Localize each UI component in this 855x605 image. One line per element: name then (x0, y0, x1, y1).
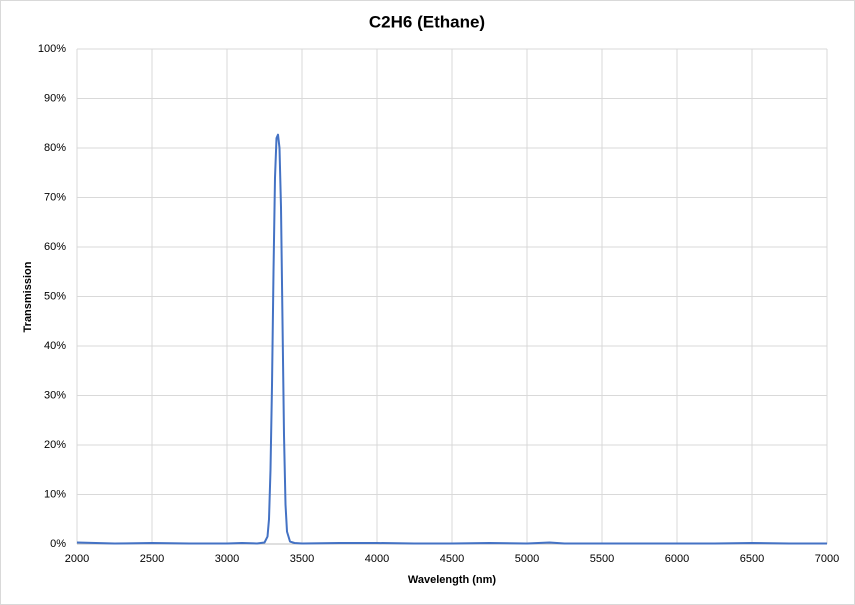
x-tick-label: 4000 (365, 553, 389, 565)
chart-title: C2H6 (Ethane) (369, 12, 485, 31)
y-tick-label: 20% (44, 439, 66, 451)
x-tick-label: 2500 (140, 553, 164, 565)
data-line (76, 133, 827, 545)
y-tick-label: 100% (38, 43, 66, 55)
x-tick-label: 2000 (65, 553, 89, 565)
y-tick-label: 40% (44, 340, 66, 352)
y-tick-label: 0% (50, 538, 66, 550)
x-tick-label: 6500 (740, 553, 764, 565)
y-tick-label: 60% (44, 241, 66, 253)
x-tick-label: 4500 (440, 553, 464, 565)
x-tick-label: 3500 (290, 553, 314, 565)
x-tick-label: 7000 (815, 553, 839, 565)
y-axis-title: Transmission (22, 261, 34, 332)
y-tick-label: 70% (44, 191, 66, 203)
y-tick-label: 80% (44, 142, 66, 154)
y-tick-label: 10% (44, 488, 66, 500)
y-tick-label: 50% (44, 290, 66, 302)
x-tick-label: 5000 (515, 553, 539, 565)
y-tick-label: 30% (44, 389, 66, 401)
y-tick-label: 90% (44, 92, 66, 104)
x-tick-label: 5500 (590, 553, 614, 565)
x-tick-label: 3000 (215, 553, 239, 565)
x-tick-label: 6000 (665, 553, 689, 565)
x-axis-title: Wavelength (nm) (408, 574, 497, 586)
